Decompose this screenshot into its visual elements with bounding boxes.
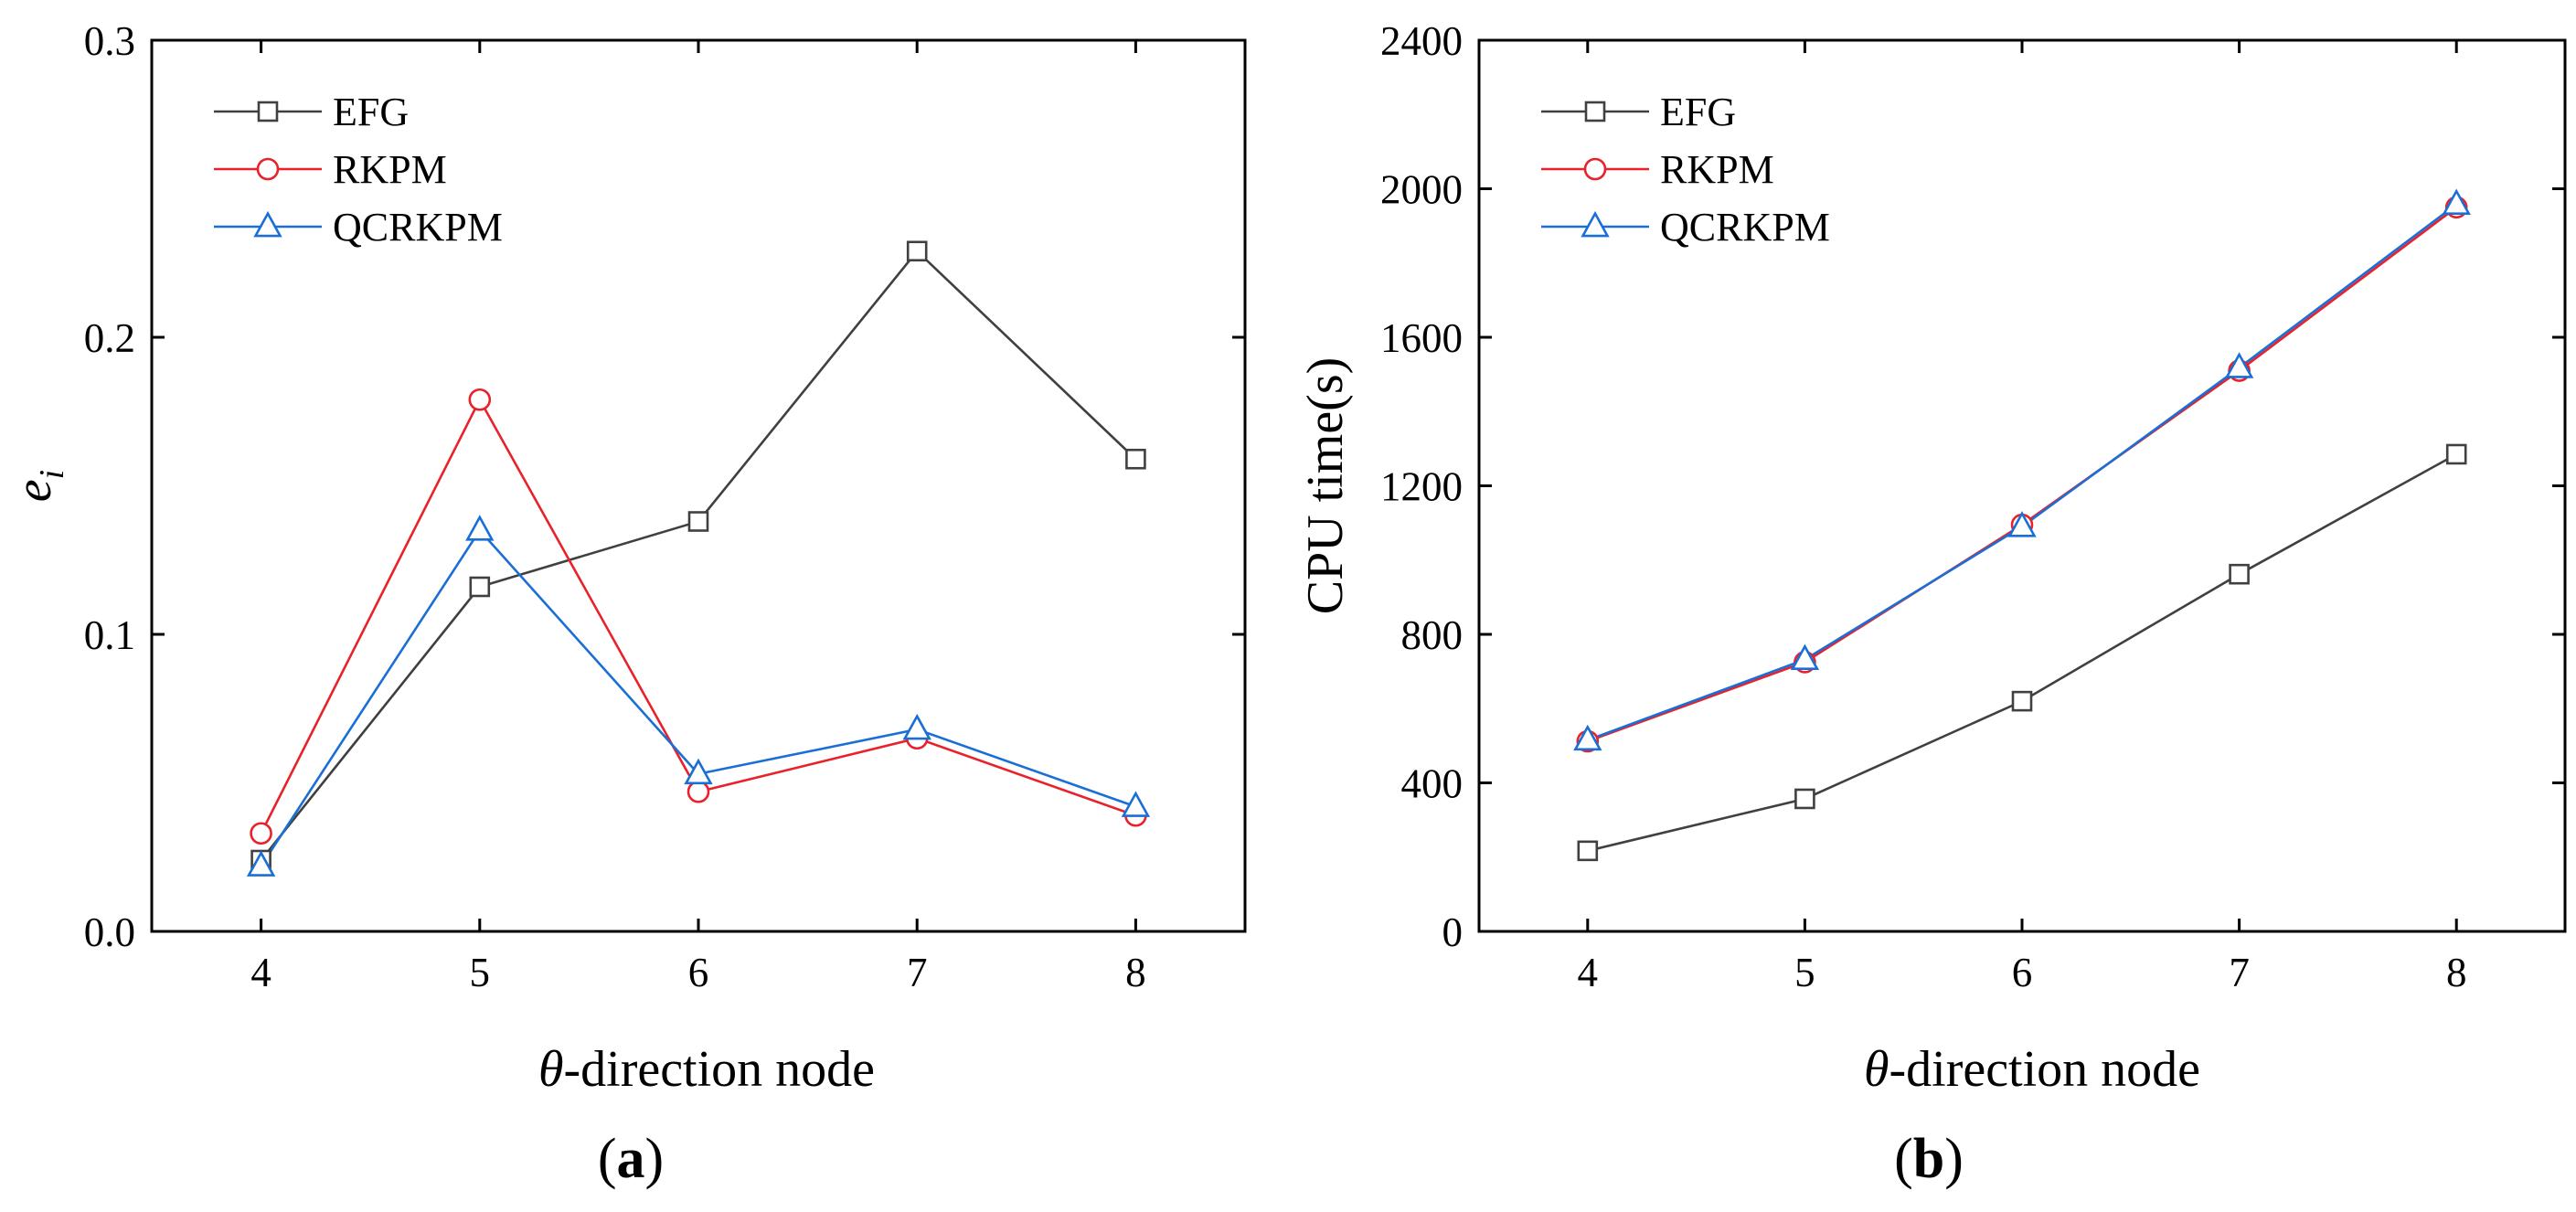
y-axis-title: CPU time(s) (1297, 357, 1354, 615)
y-tick-label: 1200 (1380, 464, 1463, 510)
legend: EFG RKPM QCRKPM (1541, 90, 1830, 250)
y-tick-label: 800 (1401, 612, 1464, 658)
panel-label-letter: a (617, 1128, 645, 1190)
data-point-qcrkpm (2442, 188, 2471, 215)
x-axis-title-variable: θ (538, 1041, 564, 1098)
y-tick-label: 2000 (1380, 167, 1463, 213)
x-tick-label: 4 (1578, 950, 1599, 995)
x-tick-label: 7 (2229, 950, 2250, 995)
x-tick-label: 8 (2446, 950, 2467, 995)
y-axis-title-variable: e (5, 479, 62, 502)
panel-label-open-paren: ( (598, 1128, 617, 1190)
panel-label-close-paren: ) (645, 1128, 665, 1190)
data-point-qcrkpm (1121, 791, 1151, 817)
legend-label-qcrkpm: QCRKPM (1660, 205, 1830, 250)
legend-marker-qcrkpm (1581, 210, 1610, 238)
x-tick-label: 6 (688, 950, 709, 995)
x-tick-label: 8 (1125, 950, 1146, 995)
x-axis-title-text: -direction node (563, 1041, 875, 1098)
data-point-efg (469, 576, 491, 598)
x-tick-label: 6 (2012, 950, 2033, 995)
x-tick-label: 5 (1794, 950, 1815, 995)
data-point-efg (1577, 840, 1599, 862)
y-tick-label: 400 (1401, 761, 1464, 807)
legend-marker-efg (1584, 101, 1606, 122)
y-tick-label: 0.2 (84, 315, 135, 361)
y-tick-label: 0.1 (84, 612, 135, 658)
chart-panel-a: 4 5 6 7 8 0.0 0.1 0.2 0.3 EFG RKPM QCRKPM θ-directio… (5, 18, 1247, 1190)
legend-label-rkpm: RKPM (333, 147, 447, 192)
x-tick-label: 5 (470, 950, 491, 995)
data-point-qcrkpm (465, 515, 495, 541)
panel-label: (a) (598, 1128, 664, 1190)
data-point-rkpm (687, 780, 710, 803)
data-point-efg (906, 240, 928, 262)
panel-label: (b) (1894, 1128, 1964, 1190)
data-point-qcrkpm (1790, 643, 1820, 671)
legend: EFG RKPM QCRKPM (214, 90, 503, 250)
y-axis-title-subscript: i (33, 470, 71, 480)
x-tick-label: 7 (907, 950, 928, 995)
legend-marker-rkpm (1583, 157, 1607, 181)
data-point-qcrkpm (1573, 724, 1602, 751)
data-point-efg (2445, 443, 2467, 465)
data-point-efg (687, 511, 709, 532)
y-tick-label: 2400 (1380, 18, 1463, 64)
x-tick-label: 4 (250, 950, 271, 995)
series-line-rkpm (1587, 206, 2457, 743)
x-axis-title: θ-direction node (538, 1041, 875, 1098)
y-axis-title: ei (5, 470, 71, 502)
data-point-efg (1794, 788, 1815, 810)
data-point-efg (2011, 690, 2033, 712)
data-point-qcrkpm (902, 713, 931, 740)
legend-label-qcrkpm: QCRKPM (333, 205, 503, 250)
x-axis-title: θ-direction node (1864, 1041, 2200, 1098)
x-axis-title-variable: θ (1864, 1041, 1889, 1098)
legend-label-efg: EFG (1660, 90, 1736, 134)
data-point-rkpm (468, 388, 492, 411)
legend-marker-rkpm (256, 157, 280, 181)
data-point-qcrkpm (2007, 511, 2037, 537)
data-point-qcrkpm (2224, 352, 2254, 378)
panel-label-close-paren: ) (1944, 1128, 1964, 1190)
y-tick-label: 0 (1442, 909, 1464, 955)
y-tick-label: 0.3 (84, 18, 135, 64)
series-line-qcrkpm (1587, 203, 2457, 742)
data-point-rkpm (250, 822, 272, 845)
data-point-qcrkpm (684, 758, 713, 785)
series-line-qcrkpm (260, 528, 1136, 867)
chart-panel-b: 4 5 6 7 8 0 400 800 1200 1600 2000 2400 EFG RKPM QCRKP… (1297, 18, 2567, 1190)
legend-marker-efg (257, 101, 279, 122)
data-point-qcrkpm (246, 850, 276, 877)
legend-label-rkpm: RKPM (1660, 147, 1774, 192)
x-axis-title-text: -direction node (1889, 1041, 2200, 1098)
panel-label-open-paren: ( (1894, 1128, 1913, 1190)
legend-label-efg: EFG (333, 90, 409, 134)
plot-frame (1477, 38, 2567, 933)
y-tick-label: 1600 (1380, 315, 1463, 361)
data-point-efg (2229, 563, 2250, 585)
panel-label-letter: b (1913, 1128, 1944, 1190)
y-tick-label: 0.0 (84, 909, 135, 955)
data-point-efg (1125, 448, 1146, 470)
legend-marker-qcrkpm (253, 210, 282, 238)
